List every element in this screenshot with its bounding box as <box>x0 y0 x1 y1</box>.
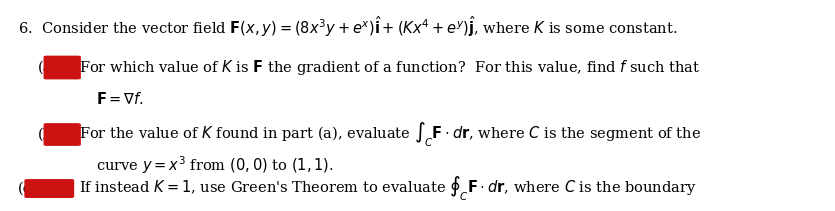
Text: If instead $K = 1$, use Green's Theorem to evaluate $\oint_C \mathbf{F} \cdot d\: If instead $K = 1$, use Green's Theorem … <box>79 174 697 203</box>
Text: (a): (a) <box>38 61 58 74</box>
Text: 6.  Consider the vector field $\mathbf{F}(x, y) = (8x^3y + e^x)\hat{\mathbf{i}} : 6. Consider the vector field $\mathbf{F}… <box>18 14 678 39</box>
Text: curve $y = x^3$ from $(0, 0)$ to $(1, 1)$.: curve $y = x^3$ from $(0, 0)$ to $(1, 1)… <box>96 155 334 176</box>
Text: (b): (b) <box>38 128 58 142</box>
Text: $\mathbf{F} = \nabla f.$: $\mathbf{F} = \nabla f.$ <box>96 91 144 107</box>
Text: of the triangle with vertices $(0, 0)$, $(2, 0)$, and $(2, 1)$, traversed counte: of the triangle with vertices $(0, 0)$, … <box>96 209 690 211</box>
Text: (c): (c) <box>18 182 38 196</box>
Text: For which value of $K$ is $\mathbf{F}$ the gradient of a function?  For this val: For which value of $K$ is $\mathbf{F}$ t… <box>79 58 701 77</box>
Text: For the value of $K$ found in part (a), evaluate $\int_C \mathbf{F} \cdot d\math: For the value of $K$ found in part (a), … <box>79 121 701 149</box>
